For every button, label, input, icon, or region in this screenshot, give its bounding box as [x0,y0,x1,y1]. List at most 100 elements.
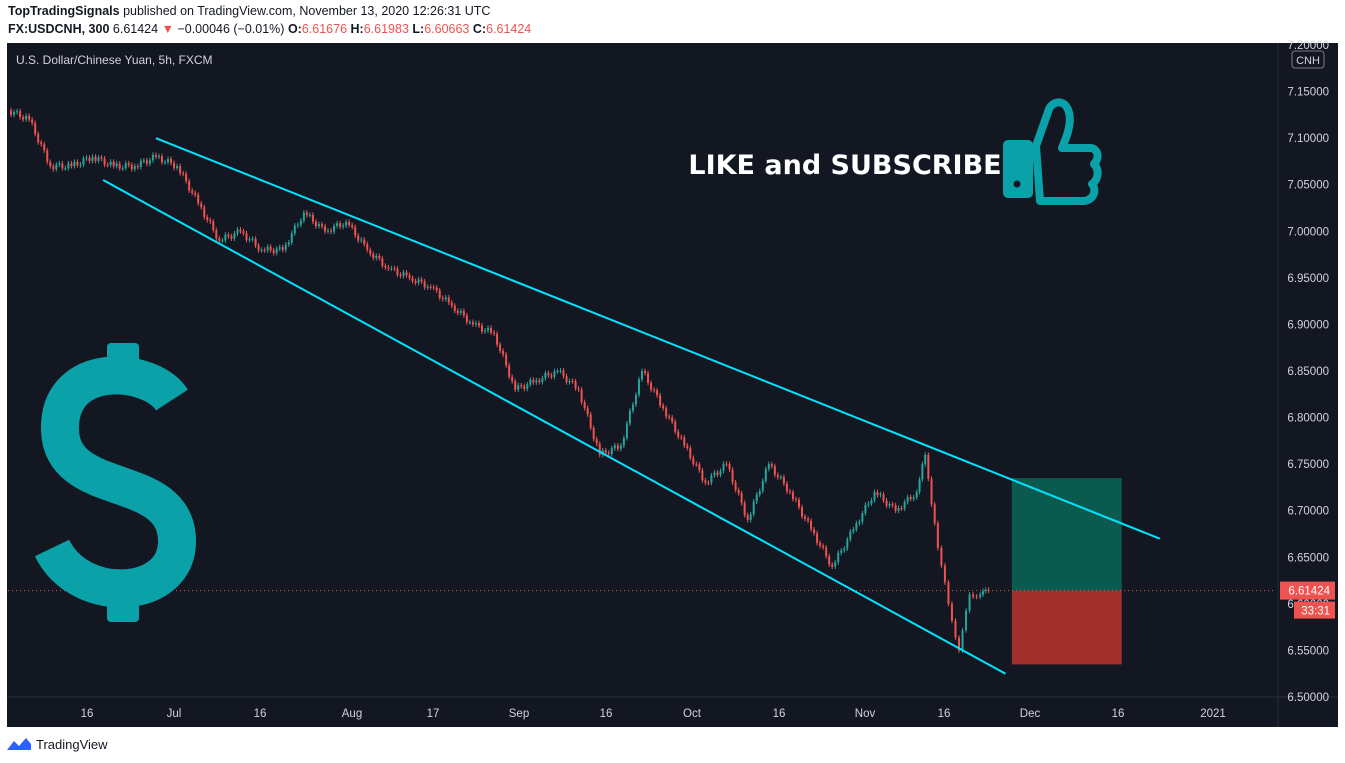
price-candle-body [230,236,233,239]
price-candle-body [852,529,855,532]
price-candle-body [650,382,653,390]
stop-loss-zone[interactable] [1011,590,1122,665]
price-candle-body [257,245,260,251]
price-candle-body [179,166,182,174]
price-candle-body [562,370,565,377]
price-candle-body [556,371,559,372]
high-label: H: [350,22,364,36]
price-candle-body [915,492,918,498]
price-candle-body [870,500,873,504]
price-candle-body [933,504,936,524]
price-candle-body [293,225,296,234]
price-candle-body [613,445,616,449]
lower-channel-line[interactable] [102,179,1006,675]
price-candle-body [420,279,423,282]
price-candle-body [487,327,490,331]
price-candle-body [677,431,680,437]
price-candle-body [387,267,390,269]
price-candle-body [236,229,239,234]
price-candle-body [659,395,662,406]
x-tick-label: Oct [683,708,702,720]
price-candle-body [825,547,828,557]
price-candle-body [604,450,607,453]
price-candle-body [565,376,568,383]
price-candle-body [816,533,819,544]
tradingview-logo-icon[interactable] [6,736,32,752]
price-candle-body [160,156,163,163]
price-candle-body [468,322,471,324]
price-candle-body [453,305,456,311]
price-candle-body [912,497,915,499]
price-candle-body [432,287,435,289]
currency-badge-box[interactable] [1291,50,1325,69]
price-candle-body [979,594,982,597]
price-candle-body [716,472,719,475]
price-candle-body [804,516,807,519]
price-candle-body [725,463,728,465]
author-name[interactable]: TopTradingSignals [8,4,120,18]
price-candle-body [674,421,677,432]
price-candle-body [810,520,813,530]
price-candle-body [447,297,450,303]
x-tick-label: Aug [342,708,362,720]
price-candle-body [97,157,100,161]
price-candle-body [909,497,912,499]
price-candle-body [493,332,496,334]
price-candle-body [330,230,333,232]
price-candle-body [616,445,619,449]
price-candle-body [580,389,583,403]
y-tick-label: 6.65000 [1287,552,1329,564]
price-candle-body [333,225,336,232]
price-candle-body [680,436,683,438]
price-candle-body [888,504,891,506]
ohlc-bar: FX:USDCNH, 300 6.61424 ▼ −0.00046 (−0.01… [8,22,531,36]
price-candle-body [843,548,846,551]
price-candle-body [484,330,487,332]
price-candle-body [885,500,888,506]
price-candle-body [568,380,571,383]
price-candle-body [248,239,251,241]
price-candle-body [743,502,746,516]
price-candle-body [550,375,553,377]
price-candle-body [145,160,148,164]
price-candle-body [496,333,499,345]
price-candle-body [950,603,953,621]
price-candle-body [532,379,535,383]
price-candle-body [671,417,674,422]
price-candle-body [686,445,689,448]
price-candle-body [499,344,502,351]
upper-channel-line[interactable] [155,137,1161,540]
price-candle-body [390,268,393,270]
price-candle-body [381,258,384,266]
price-candle-body [855,523,858,530]
price-candle-body [958,637,960,651]
y-tick-label: 6.75000 [1287,459,1329,471]
price-candle-body [369,249,372,254]
price-candle-body [357,235,360,241]
price-candle-body [619,445,622,449]
open-label: O: [287,22,302,36]
price-candle-body [31,119,34,124]
price-candle-body [571,380,574,382]
price-candle-body [653,389,656,391]
price-candle-body [151,154,154,161]
price-candle-body [846,539,849,549]
price-candle-body [523,386,526,389]
price-change: −0.00046 (−0.01%) [177,22,285,36]
price-candle-body [275,248,278,254]
price-candle-body [471,322,474,325]
price-candle-body [731,469,734,483]
price-candle-body [538,380,541,383]
footer-brand[interactable]: TradingView [36,736,108,752]
price-candle-body [668,416,671,418]
price-candle-body [529,379,532,385]
price-candle-body [19,111,22,118]
publish-info: TopTradingSignals published on TradingVi… [8,4,490,18]
profit-target-zone[interactable] [1011,478,1122,591]
price-candle-body [272,250,275,254]
price-candle-body [324,226,326,232]
price-candle-body [954,620,957,638]
price-candle-body [94,156,97,161]
price-candle-body [683,437,686,446]
